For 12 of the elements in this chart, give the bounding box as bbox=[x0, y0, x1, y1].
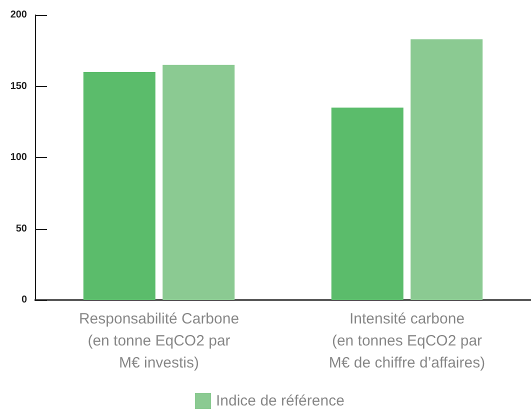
x-tick-label: Responsabilité Carbone (en tonne EqCO2 par M€ investis) bbox=[78, 310, 240, 372]
y-tick-label: 100 bbox=[10, 152, 28, 163]
x-tick-label: Intensité carbone (en tonnes EqCO2 par M€ de chiffre d’affaires) bbox=[328, 310, 486, 372]
y-tick-label: 200 bbox=[10, 10, 28, 20]
bar bbox=[331, 108, 404, 300]
legend-label: Indice de référence bbox=[216, 392, 344, 410]
bar bbox=[162, 64, 235, 300]
bar bbox=[410, 39, 483, 300]
y-tick-label: 0 bbox=[21, 294, 28, 306]
y-tick-label: 150 bbox=[10, 80, 28, 92]
y-tick-label: 50 bbox=[16, 223, 28, 234]
bar bbox=[83, 72, 156, 300]
